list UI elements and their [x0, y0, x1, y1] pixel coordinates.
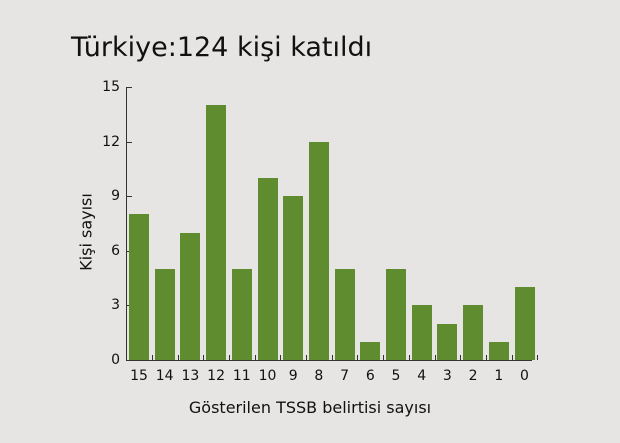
bar-15: [129, 214, 149, 360]
x-tick: [331, 355, 333, 360]
x-tick: [177, 355, 179, 360]
bar-3: [437, 323, 458, 360]
x-tick-label: 13: [181, 368, 200, 384]
x-tick-label: 6: [365, 368, 375, 384]
x-tick-label: 7: [340, 368, 350, 384]
x-tick-label: 11: [232, 368, 251, 384]
x-tick: [511, 355, 513, 360]
x-tick: [408, 355, 410, 360]
x-tick: [306, 355, 307, 360]
y-tick: [126, 196, 132, 198]
x-tick: [357, 355, 359, 360]
y-axis-title: Kişi sayısı: [76, 193, 96, 271]
y-tick: [126, 360, 132, 361]
x-tick-label: 4: [417, 368, 427, 384]
x-tick-label: 9: [288, 368, 298, 384]
bar-10: [257, 178, 278, 360]
x-tick-label: 3: [442, 368, 452, 384]
bar-7: [334, 269, 355, 360]
bar-1: [488, 341, 509, 360]
y-tick-label: 15: [102, 79, 120, 95]
chart-title: Türkiye:124 kişi katıldı: [71, 32, 373, 63]
x-tick: [254, 355, 256, 360]
y-tick-label: 9: [111, 188, 120, 205]
bar-6: [360, 341, 381, 360]
x-axis: [126, 360, 532, 361]
y-tick-label: 0: [111, 352, 120, 368]
bar-9: [283, 196, 304, 360]
x-tick: [203, 355, 205, 360]
x-tick-label: 14: [155, 368, 174, 384]
x-tick-label: 8: [314, 368, 324, 384]
x-tick-label: 5: [391, 368, 401, 384]
x-tick: [383, 355, 385, 360]
bar-14: [154, 269, 175, 360]
x-tick-label: 2: [468, 368, 478, 384]
y-tick: [126, 87, 132, 88]
x-tick-label: 15: [130, 368, 148, 384]
bar-13: [180, 232, 201, 360]
bar-8: [308, 141, 329, 360]
x-tick: [280, 355, 282, 360]
y-tick-label: 12: [102, 133, 120, 150]
x-tick: [460, 355, 462, 360]
x-tick-label: 1: [494, 368, 504, 384]
bar-5: [386, 269, 406, 360]
x-tick: [485, 355, 487, 360]
x-axis-title: Gösterilen TSSB belirtisi sayısı: [188, 398, 432, 417]
bar-12: [206, 105, 227, 360]
bar-0: [514, 287, 535, 360]
x-tick: [228, 355, 230, 360]
y-tick-label: 3: [111, 297, 120, 314]
x-tick-label: 12: [207, 368, 225, 384]
y-tick: [126, 141, 132, 143]
x-tick-label: 0: [520, 368, 529, 384]
bar-11: [231, 269, 252, 360]
y-axis: [126, 87, 127, 361]
x-tick: [537, 355, 539, 360]
x-tick-label: 10: [258, 368, 277, 384]
y-tick-label: 6: [111, 242, 120, 259]
bar-2: [463, 305, 484, 360]
x-tick: [434, 355, 436, 360]
plot-area: 0 3 6 9 12 15 15 14 13 12 11 10 9 8 7 6 5 4 3 2 1 0: [102, 79, 539, 384]
bar-4: [411, 305, 432, 360]
x-tick: [151, 355, 153, 360]
